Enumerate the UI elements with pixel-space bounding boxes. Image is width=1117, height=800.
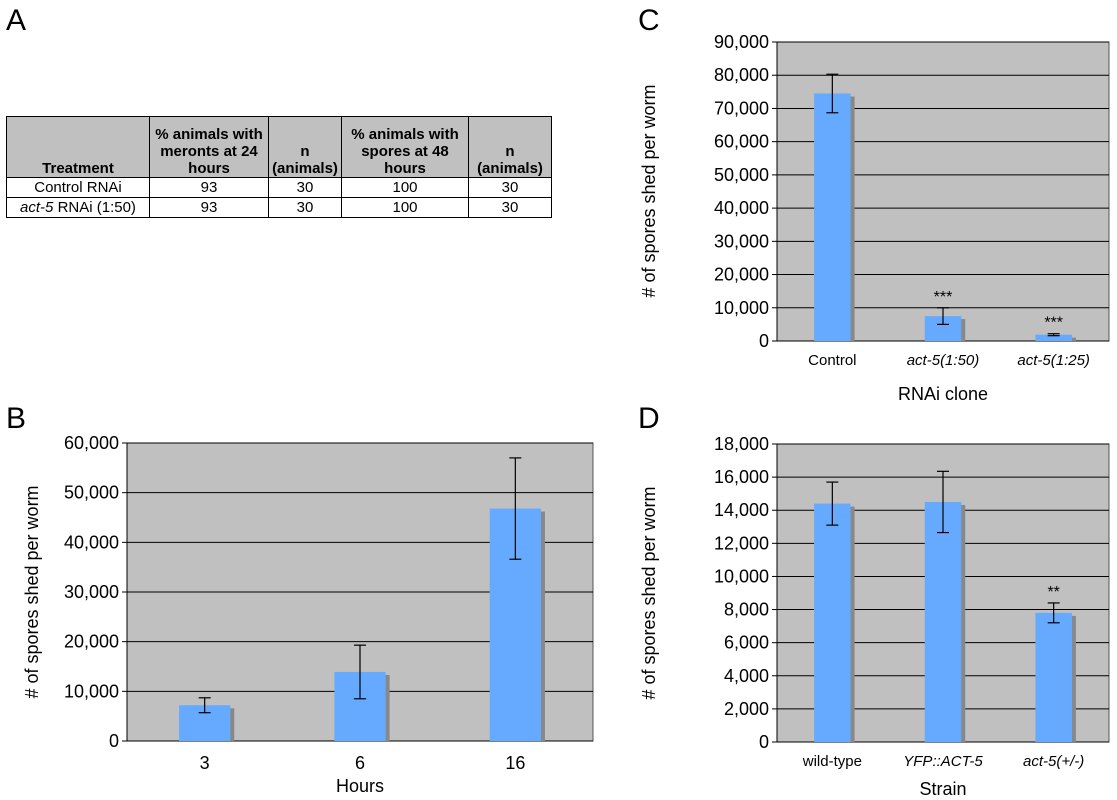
y-tick-label: 30,000 bbox=[714, 231, 769, 251]
panel-label-c: C bbox=[638, 4, 660, 37]
y-tick-label: 10,000 bbox=[714, 566, 769, 586]
header-treatment: Treatment bbox=[6, 116, 150, 178]
x-tick-label: 6 bbox=[355, 753, 365, 773]
x-tick-label: 3 bbox=[200, 753, 210, 773]
bar-shadow bbox=[818, 506, 855, 742]
bar-shadow bbox=[1039, 615, 1076, 742]
y-axis-label: # of spores shed per worm bbox=[22, 485, 42, 698]
cell-n1: 30 bbox=[268, 177, 342, 198]
table-header-row: Treatment % animals with meronts at 24 h… bbox=[6, 116, 552, 178]
bar bbox=[814, 503, 851, 742]
y-tick-label: 4,000 bbox=[724, 666, 769, 686]
significance-label: ** bbox=[1047, 584, 1059, 601]
header-spores: % animals with spores at 48 hours bbox=[341, 116, 469, 178]
x-tick-label: act-5(+/-) bbox=[1023, 753, 1084, 770]
x-tick-label: act-5(1:50) bbox=[907, 352, 980, 369]
y-axis-label: # of spores shed per worm bbox=[639, 84, 659, 297]
bar bbox=[814, 93, 851, 341]
bar bbox=[1035, 612, 1072, 742]
y-tick-label: 80,000 bbox=[714, 65, 769, 85]
cell-n2: 30 bbox=[468, 197, 552, 218]
plot-area bbox=[776, 443, 1110, 743]
cell-treatment: act-5 RNAi (1:50) bbox=[6, 197, 150, 218]
chart-c: 0 10,000 20,000 30,000 40,000 50,000 60,000 70,… bbox=[639, 32, 1110, 404]
bar bbox=[179, 705, 231, 741]
header-meronts: % animals with meronts at 24 hours bbox=[149, 116, 269, 178]
y-tick-label: 30,000 bbox=[64, 582, 119, 602]
bar bbox=[1035, 334, 1072, 341]
y-tick-label: 0 bbox=[759, 331, 769, 351]
panel-label-d: D bbox=[638, 402, 660, 435]
cell-spores: 100 bbox=[341, 197, 469, 218]
table-row: Control RNAi 93 30 100 30 bbox=[6, 177, 552, 198]
y-tick-label: 10,000 bbox=[714, 298, 769, 318]
plot-area bbox=[126, 442, 594, 742]
y-tick-label: 2,000 bbox=[724, 699, 769, 719]
y-axis-label: # of spores shed per worm bbox=[639, 486, 659, 699]
panel-label-a: A bbox=[6, 4, 27, 37]
table-row: act-5 RNAi (1:50) 93 30 100 30 bbox=[6, 197, 552, 218]
y-tick-label: 16,000 bbox=[714, 467, 769, 487]
header-n1: n (animals) bbox=[268, 116, 342, 178]
y-tick-label: 10,000 bbox=[64, 681, 119, 701]
bar-shadow bbox=[928, 504, 966, 742]
bar-shadow bbox=[338, 674, 390, 741]
plot-area bbox=[776, 41, 1110, 342]
y-tick-label: 40,000 bbox=[64, 532, 119, 552]
x-tick-label: wild-type bbox=[802, 753, 862, 770]
cell-meronts: 93 bbox=[149, 177, 269, 198]
x-tick-label: YFP::ACT-5 bbox=[903, 753, 983, 770]
x-axis-label: Hours bbox=[336, 776, 384, 796]
bar-shadow bbox=[493, 511, 545, 741]
y-tick-label: 0 bbox=[759, 732, 769, 752]
y-tick-label: 60,000 bbox=[714, 132, 769, 152]
y-tick-label: 50,000 bbox=[714, 165, 769, 185]
panel-label-b: B bbox=[6, 402, 27, 435]
x-tick-label: act-5(1:25) bbox=[1017, 352, 1090, 369]
bar-shadow bbox=[818, 96, 855, 341]
x-axis-label: RNAi clone bbox=[898, 384, 988, 404]
significance-label: *** bbox=[1044, 315, 1063, 332]
header-n2: n (animals) bbox=[468, 116, 552, 178]
x-tick-label: Control bbox=[808, 352, 856, 369]
chart-b: 0 10,000 20,000 30,000 40,000 50,000 60,000 3 6 1… bbox=[22, 433, 594, 796]
cell-treatment-text: RNAi (1:50) bbox=[53, 199, 136, 216]
y-tick-label: 20,000 bbox=[64, 632, 119, 652]
y-tick-label: 40,000 bbox=[714, 198, 769, 218]
y-tick-label: 12,000 bbox=[714, 533, 769, 553]
chart-d: 0 2,000 4,000 6,000 8,000 10,000 12,000 14,000 1… bbox=[639, 434, 1110, 799]
y-tick-label: 90,000 bbox=[714, 32, 769, 52]
x-tick-label: 16 bbox=[505, 753, 525, 773]
bar-shadow bbox=[928, 319, 966, 341]
treatment-table: Treatment % animals with meronts at 24 h… bbox=[6, 116, 552, 218]
y-tick-label: 50,000 bbox=[64, 483, 119, 503]
bar bbox=[489, 508, 541, 741]
cell-treatment-italic: act-5 bbox=[20, 199, 54, 216]
y-tick-label: 60,000 bbox=[64, 433, 119, 453]
y-tick-label: 6,000 bbox=[724, 633, 769, 653]
y-tick-label: 0 bbox=[109, 731, 119, 751]
y-tick-label: 18,000 bbox=[714, 434, 769, 454]
y-tick-label: 20,000 bbox=[714, 265, 769, 285]
cell-treatment: Control RNAi bbox=[6, 177, 150, 198]
y-tick-label: 8,000 bbox=[724, 600, 769, 620]
cell-n2: 30 bbox=[468, 177, 552, 198]
bar bbox=[334, 671, 386, 741]
cell-meronts: 93 bbox=[149, 197, 269, 218]
cell-spores: 100 bbox=[341, 177, 469, 198]
significance-label: *** bbox=[934, 289, 953, 306]
bar-shadow bbox=[183, 708, 235, 741]
bar bbox=[924, 501, 962, 742]
cell-n1: 30 bbox=[268, 197, 342, 218]
y-tick-label: 14,000 bbox=[714, 500, 769, 520]
cell-treatment-text: Control RNAi bbox=[34, 179, 122, 196]
y-tick-label: 70,000 bbox=[714, 98, 769, 118]
bar bbox=[924, 316, 962, 341]
bar-shadow bbox=[1039, 337, 1076, 341]
x-axis-label: Strain bbox=[919, 779, 966, 799]
